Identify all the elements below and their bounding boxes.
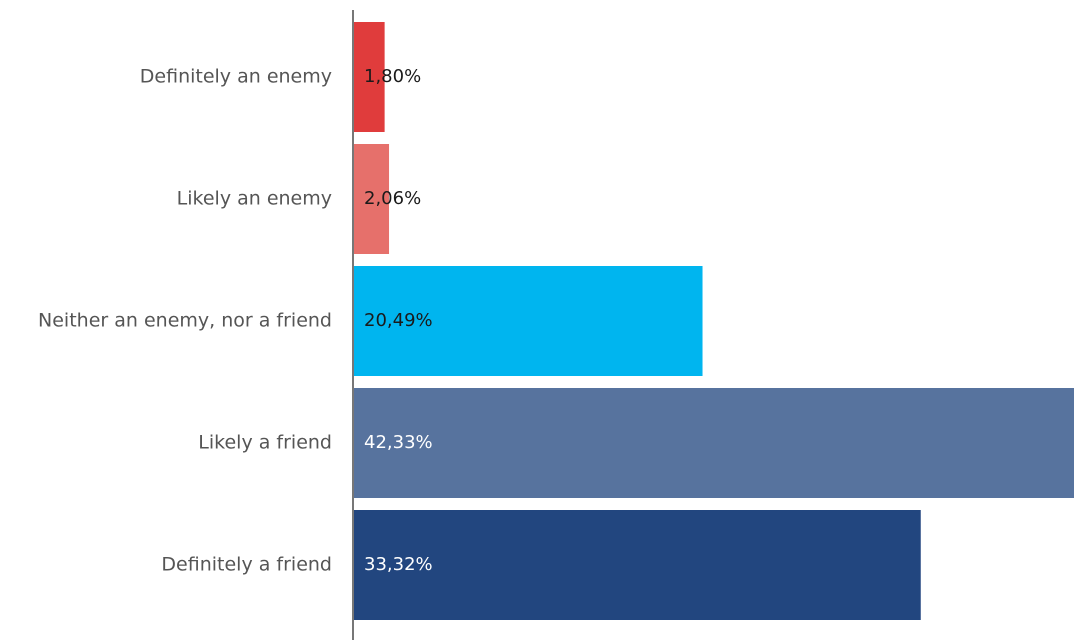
category-label-2: Neither an enemy, nor a friend xyxy=(38,310,332,332)
category-label-4: Definitely a friend xyxy=(161,554,332,576)
value-label-3: 42,33% xyxy=(364,432,433,453)
value-label-4: 33,32% xyxy=(364,554,433,575)
bar-4 xyxy=(354,510,921,620)
bar-3 xyxy=(354,388,1074,498)
bar-2 xyxy=(354,266,703,376)
value-label-2: 20,49% xyxy=(364,310,433,331)
category-label-0: Definitely an enemy xyxy=(140,66,332,88)
value-labels: 1,80% 2,06% 20,49% 42,33% 33,32% xyxy=(364,66,433,575)
category-label-1: Likely an enemy xyxy=(177,188,332,210)
bar-0 xyxy=(354,22,385,132)
value-label-0: 1,80% xyxy=(364,66,421,87)
value-label-1: 2,06% xyxy=(364,188,421,209)
bar-1 xyxy=(354,144,390,254)
bars xyxy=(354,22,1074,620)
category-label-3: Likely a friend xyxy=(198,432,332,454)
category-labels: Definitely an enemy Likely an enemy Neithe… xyxy=(38,66,332,576)
